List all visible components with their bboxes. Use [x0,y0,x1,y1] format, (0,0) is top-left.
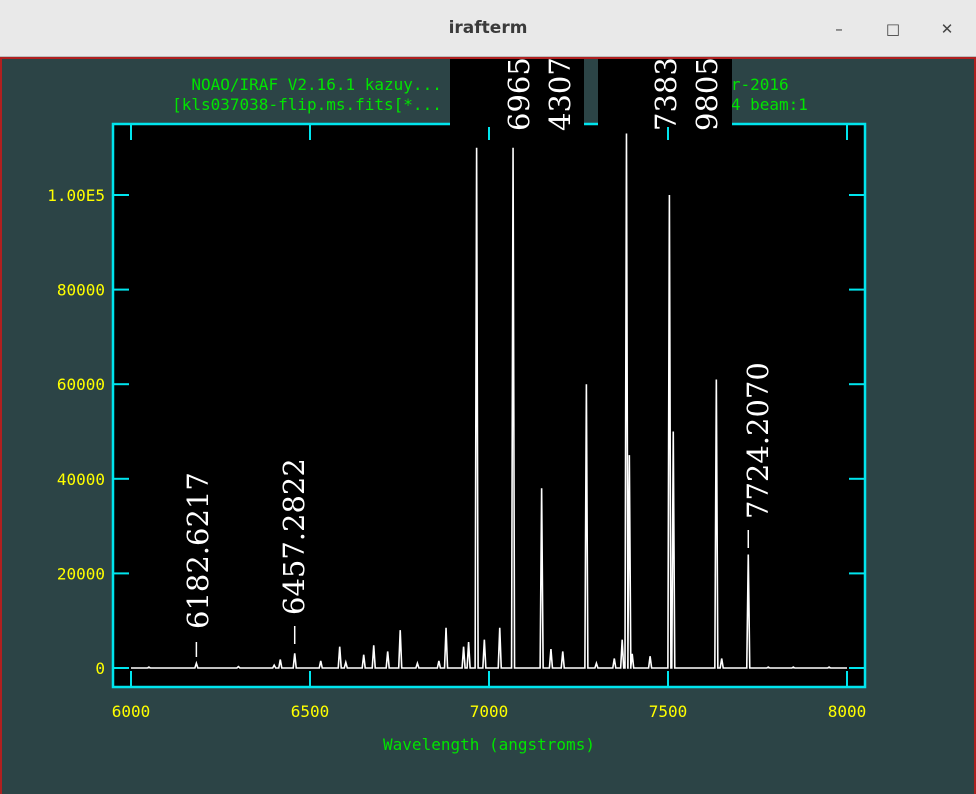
y-tick-label: 20000 [57,564,105,583]
maximize-icon[interactable]: □ [885,20,901,38]
line-id-label: 6182.6217 [181,472,215,629]
terminal-area[interactable]: NOAO/IRAF V2.16.1 kazuy... 7-...ar-2016 … [0,57,976,794]
line-id-label: 7383. [649,59,683,131]
x-tick-label: 6000 [112,702,151,721]
y-tick-label: 40000 [57,470,105,489]
x-tick-label: 6500 [291,702,330,721]
line-id-label: 6965. [502,59,536,131]
window-title: irafterm [448,18,528,38]
plot-background [113,124,865,687]
line-id-label: 7724.2070 [741,362,775,519]
y-tick-label: 80000 [57,281,105,300]
x-tick-label: 7000 [470,702,509,721]
minimize-icon[interactable]: – [835,20,843,38]
line-id-label: 6457.2822 [277,458,311,615]
y-tick-label: 1.00E5 [47,186,105,205]
x-axis-label: Wavelength (angstroms) [383,735,595,754]
y-tick-label: 0 [95,659,105,678]
line-id-label: 9805 [690,59,724,131]
x-tick-label: 7500 [649,702,688,721]
label-box-6965 [450,59,584,127]
close-icon[interactable]: ✕ [940,20,954,38]
spectrum-plot: NOAO/IRAF V2.16.1 kazuy... 7-...ar-2016 … [47,59,867,754]
line-id-label: 4307 [543,59,577,131]
x-tick-label: 8000 [828,702,867,721]
window-titlebar[interactable]: irafterm – □ ✕ [0,0,976,57]
y-tick-label: 60000 [57,375,105,394]
label-box-7383 [598,59,732,127]
